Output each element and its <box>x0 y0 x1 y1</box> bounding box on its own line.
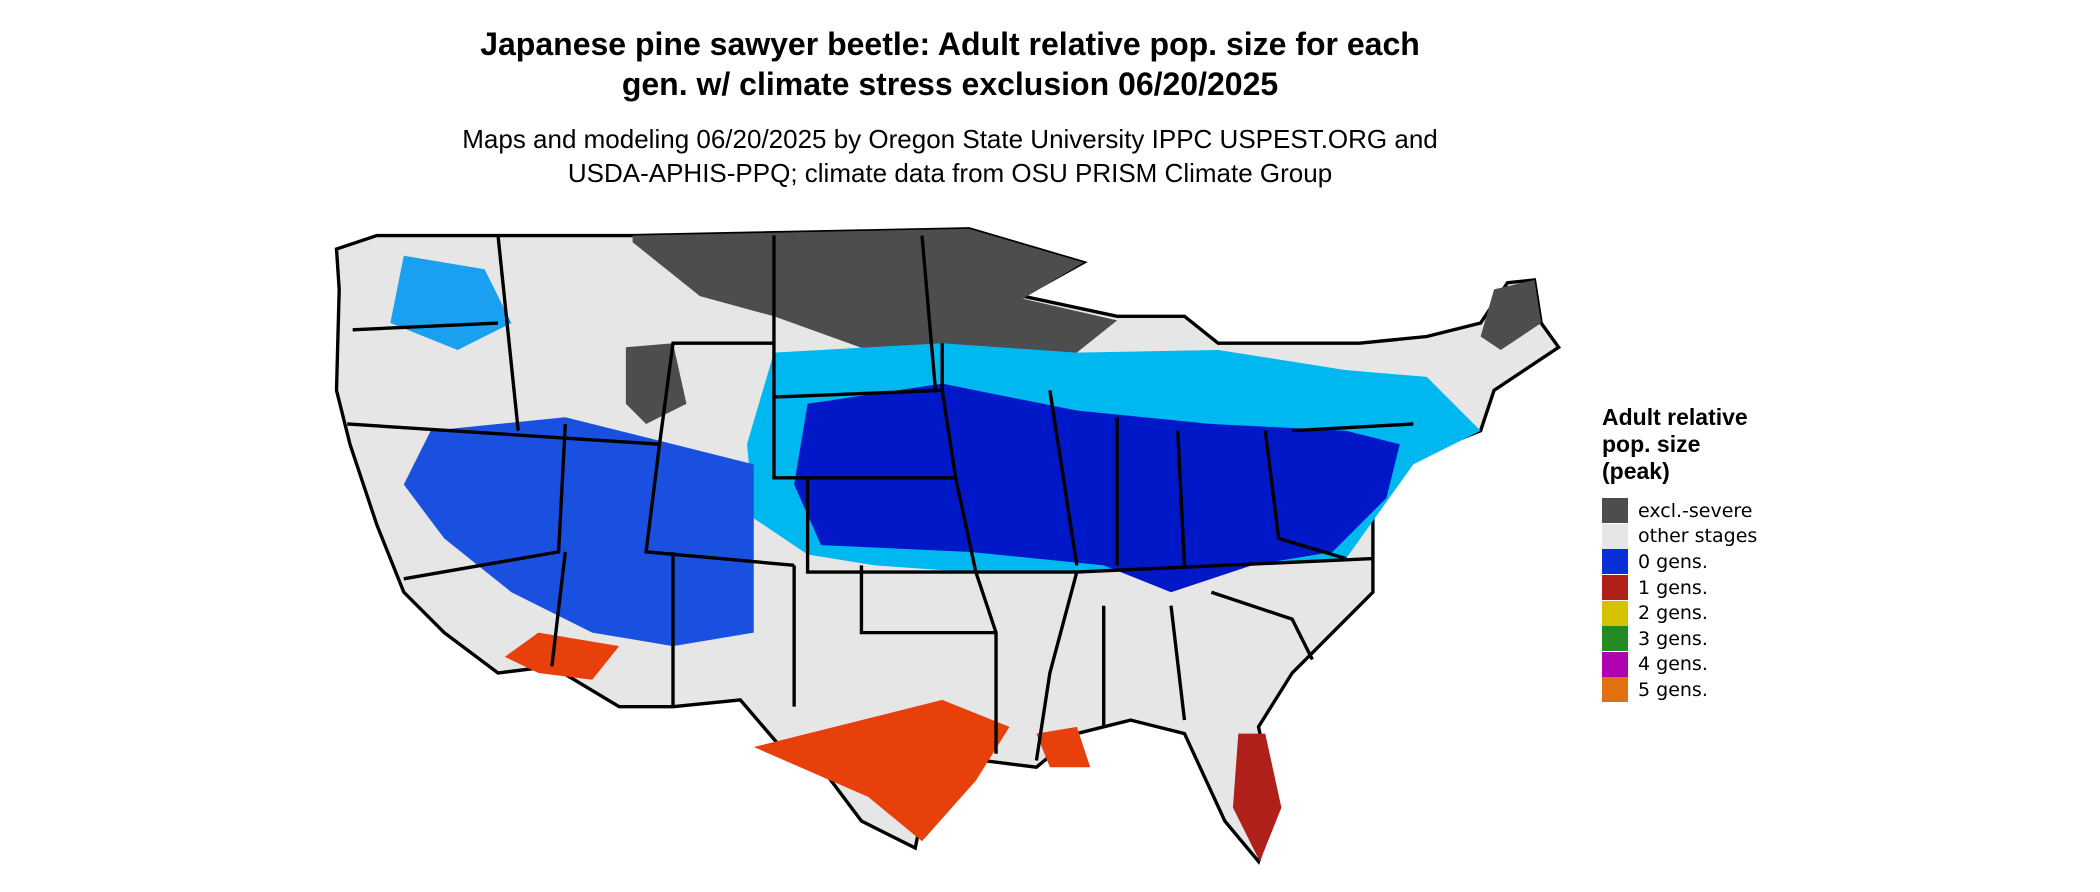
excluded-region <box>1480 279 1542 350</box>
title-line: Japanese pine sawyer beetle: Adult relat… <box>480 26 1420 62</box>
state-borders <box>347 235 1414 761</box>
red-region <box>1232 733 1282 862</box>
red-region <box>1036 726 1091 768</box>
blue-region <box>403 417 754 647</box>
subtitle-line: Maps and modeling 06/20/2025 by Oregon S… <box>462 124 1438 154</box>
legend-swatch <box>1602 600 1628 626</box>
legend-item: 5 gens. <box>1602 677 1757 703</box>
legend-swatch <box>1602 677 1628 703</box>
legend-label: 1 gens. <box>1638 576 1708 599</box>
legend-swatch <box>1602 523 1628 549</box>
excluded-region <box>632 228 1118 367</box>
legend-item: 0 gens. <box>1602 549 1757 575</box>
dark-blue-region <box>794 383 1400 593</box>
red-region <box>504 632 620 680</box>
legend-item: 3 gens. <box>1602 626 1757 652</box>
legend-title-line: (peak) <box>1602 458 1670 484</box>
legend-title-line: Adult relative <box>1602 404 1748 430</box>
red-region <box>753 699 1010 842</box>
legend-label: 3 gens. <box>1638 627 1708 650</box>
legend-label: 0 gens. <box>1638 550 1708 573</box>
subtitle-line: USDA-APHIS-PPQ; climate data from OSU PR… <box>567 158 1333 188</box>
legend-item: 4 gens. <box>1602 651 1757 678</box>
legend-item: excl.-severe <box>1602 498 1757 524</box>
title-line: gen. w/ climate stress exclusion 06/20/2… <box>621 66 1279 102</box>
legend-swatch <box>1602 575 1628 601</box>
legend: excl.-severe other stages 0 gens. 1 gens. 2 … <box>1602 498 1757 703</box>
legend-label: 4 gens. <box>1638 653 1708 676</box>
legend-label: other stages <box>1638 525 1758 548</box>
legend-label: 5 gens. <box>1638 678 1708 701</box>
legend-item: 2 gens. <box>1602 600 1757 626</box>
title: Japanese pine sawyer beetle: Adult relat… <box>400 24 1500 104</box>
legend-swatch <box>1602 626 1628 652</box>
legend-swatch <box>1602 651 1628 677</box>
legend-item: other stages <box>1602 523 1758 550</box>
legend-swatch <box>1602 498 1628 524</box>
legend-swatch <box>1602 549 1628 575</box>
legend-label: 2 gens. <box>1638 602 1708 625</box>
legend-title-line: pop. size <box>1602 431 1701 457</box>
legend-title: Adult relative pop. size (peak) <box>1602 404 1822 485</box>
legend-label: excl.-severe <box>1638 499 1753 522</box>
legend-item: 1 gens. <box>1602 575 1757 601</box>
subtitle: Maps and modeling 06/20/2025 by Oregon S… <box>400 122 1500 190</box>
